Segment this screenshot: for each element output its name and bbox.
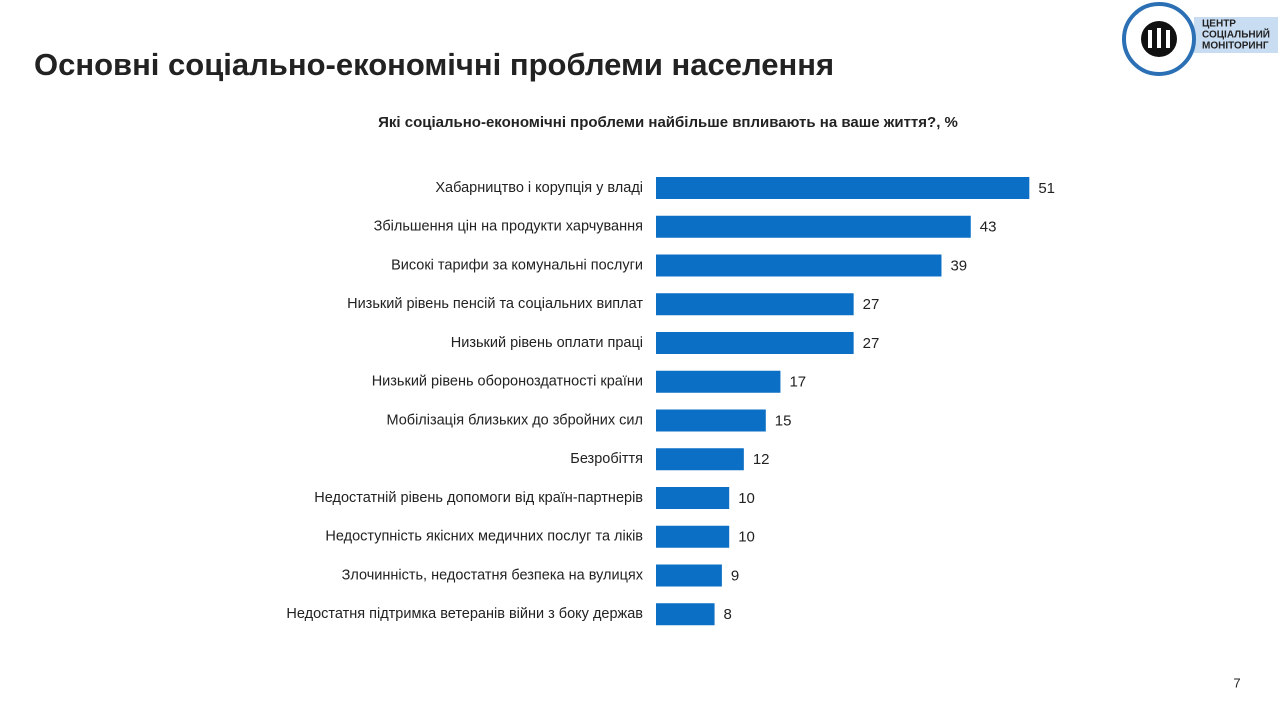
value-label: 10 xyxy=(738,490,755,507)
value-label: 15 xyxy=(775,412,792,429)
value-label: 27 xyxy=(863,335,880,352)
category-label: Збільшення цін на продукти харчування xyxy=(374,219,643,235)
category-label: Високі тарифи за комунальні послуги xyxy=(391,257,643,273)
value-label: 51 xyxy=(1038,180,1055,197)
logo-figures xyxy=(1148,28,1170,48)
category-label: Недоступність якісних медичних послуг та… xyxy=(325,529,643,545)
category-label: Безробіття xyxy=(570,451,643,467)
category-label: Низький рівень пенсій та соціальних випл… xyxy=(347,296,643,312)
category-label: Недостатня підтримка ветеранів війни з б… xyxy=(286,606,643,622)
bar xyxy=(656,177,1030,199)
value-label: 8 xyxy=(724,606,732,623)
logo: ЦЕНТР СОЦІАЛЬНИЙ МОНІТОРИНГ xyxy=(1122,2,1278,76)
logo-text: СОЦІАЛЬНИЙ xyxy=(1202,28,1270,41)
bar xyxy=(656,564,722,587)
category-label: Мобілізація близьких до збройних сил xyxy=(386,412,643,428)
page-number: 7 xyxy=(1233,675,1240,690)
chart-subtitle: Які соціально-економічні проблеми найбіл… xyxy=(378,114,958,131)
bar xyxy=(656,370,781,393)
value-label: 43 xyxy=(980,219,997,236)
bar xyxy=(656,448,744,471)
slide-title: Основні соціально-економічні проблеми на… xyxy=(34,47,834,82)
category-label: Низький рівень обороноздатності країни xyxy=(372,374,643,390)
bar xyxy=(656,409,766,432)
logo-text: МОНІТОРИНГ xyxy=(1202,41,1269,52)
bar xyxy=(656,603,715,626)
bar xyxy=(656,215,971,238)
category-label: Хабарництво і корупція у владі xyxy=(435,180,643,196)
logo-text: ЦЕНТР xyxy=(1202,19,1236,30)
category-label: Недостатній рівень допомоги від країн-па… xyxy=(314,490,643,506)
value-label: 9 xyxy=(731,567,739,584)
bar xyxy=(656,332,854,354)
bar xyxy=(656,525,730,548)
value-label: 12 xyxy=(753,451,770,468)
category-label: Злочинність, недостатня безпека на вулиц… xyxy=(342,567,644,583)
logo-band xyxy=(1194,17,1278,53)
category-label: Низький рівень оплати праці xyxy=(451,335,643,351)
bar xyxy=(656,293,854,316)
bar xyxy=(656,487,730,509)
value-label: 10 xyxy=(738,529,755,546)
bar xyxy=(656,254,942,277)
value-label: 39 xyxy=(950,257,967,274)
value-label: 17 xyxy=(789,374,806,391)
value-label: 27 xyxy=(863,296,880,313)
